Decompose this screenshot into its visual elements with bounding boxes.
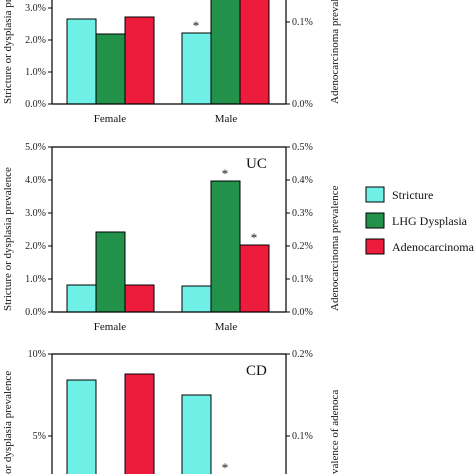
panel3-adeno-female-bar	[124, 373, 155, 474]
panel3-ylabel: or dysplasia prevalence	[2, 371, 14, 474]
panel2-star: *	[251, 230, 258, 245]
legend-adeno-swatch	[365, 238, 385, 255]
panel1-y2label: Adenocarcinoma prevalence	[329, 0, 341, 104]
legend-dysplasia-swatch	[365, 212, 385, 229]
panel-cd: or dysplasia prevalence valence of adeno…	[2, 349, 341, 474]
legend-stricture-label: Stricture	[392, 188, 433, 202]
panel1-stricture-male-bar	[181, 32, 212, 105]
panel2-label: UC	[246, 156, 267, 172]
panel3-ytick: 5%	[33, 431, 46, 442]
panel2-stricture-male-bar	[181, 285, 212, 313]
panel3-y2tick: 0.1%	[292, 431, 313, 442]
panel2-adeno-female-bar	[124, 284, 155, 313]
legend-dysplasia-label: LHG Dysplasia	[392, 214, 468, 228]
panel3-y2label: valence of adenoca	[329, 390, 341, 474]
panel2-y2tick: 0.0%	[292, 307, 313, 318]
panel1-xtick: Female	[94, 113, 126, 125]
panel1-ylabel: Stricture or dysplasia prevalence	[2, 0, 14, 104]
panel2-ytick: 2.0%	[25, 241, 46, 252]
panel2-y2tick: 0.1%	[292, 274, 313, 285]
panel1-dysplasia-female-bar	[95, 33, 126, 105]
panel2-star: *	[222, 166, 229, 181]
panel2-xtick: Female	[94, 321, 126, 333]
legend-stricture-swatch	[365, 186, 385, 203]
panel2-xtick: Male	[215, 321, 238, 333]
panel2-ytick: 1.0%	[25, 274, 46, 285]
legend: Stricture LHG Dysplasia Adenocarcinoma	[365, 186, 474, 255]
panel2-ytick: 5.0%	[25, 142, 46, 153]
panel2-y2label: Adenocarcinoma prevalence	[329, 185, 341, 311]
panel2-y2tick: 0.4%	[292, 175, 313, 186]
panel-uc: Stricture or dysplasia prevalence Adenoc…	[2, 142, 341, 333]
panel1-dysplasia-male-bar	[210, 0, 241, 105]
panel3-stricture-male-bar	[181, 394, 212, 474]
panel1-ytick: 0.0%	[25, 99, 46, 110]
panel1-xtick: Male	[215, 113, 238, 125]
panel2-ytick: 0.0%	[25, 307, 46, 318]
panel1-ytick: 1.0%	[25, 67, 46, 78]
panel3-stricture-female-bar	[66, 379, 97, 474]
panel2-y2tick: 0.3%	[292, 208, 313, 219]
panel2-stricture-female-bar	[66, 284, 97, 313]
panel2-ytick: 4.0%	[25, 175, 46, 186]
panel1-stricture-female-bar	[66, 18, 97, 105]
panel1-y2tick: 0.0%	[292, 99, 313, 110]
panel1-adeno-female-bar	[124, 16, 155, 105]
panel3-y2tick: 0.2%	[292, 349, 313, 360]
panel2-adeno-male-bar	[239, 244, 270, 313]
panel2-ylabel: Stricture or dysplasia prevalence	[2, 167, 14, 311]
panel1-adeno-male-bar	[239, 0, 270, 105]
panel1-ytick: 2.0%	[25, 35, 46, 46]
panel1-star: *	[193, 18, 200, 33]
panel3-ytick: 10%	[28, 349, 46, 360]
panel3-label: CD	[246, 363, 267, 379]
panel3-star: *	[222, 460, 229, 474]
panel1-y2tick: 0.1%	[292, 17, 313, 28]
panel-overall: Stricture or dysplasia prevalence Adenoc…	[2, 0, 341, 125]
panel2-ytick: 3.0%	[25, 208, 46, 219]
panel2-dysplasia-male-bar	[210, 180, 241, 313]
panel1-ytick: 3.0%	[25, 3, 46, 14]
legend-adeno-label: Adenocarcinoma	[392, 240, 474, 254]
panel2-y2tick: 0.2%	[292, 241, 313, 252]
panel2-y2tick: 0.5%	[292, 142, 313, 153]
panel2-dysplasia-female-bar	[95, 231, 126, 313]
